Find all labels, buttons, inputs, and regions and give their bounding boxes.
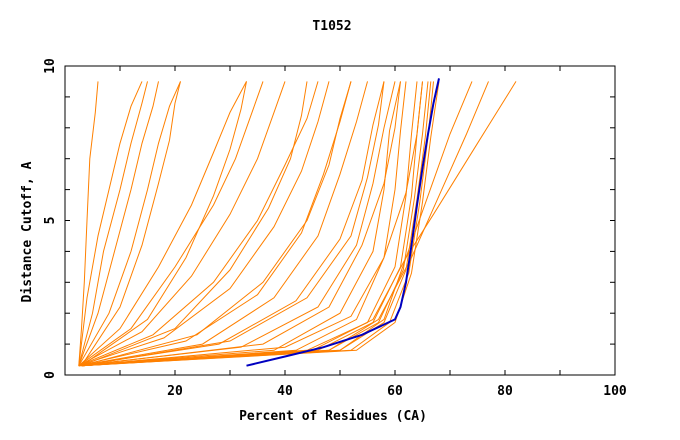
x-tick-label: 60: [387, 384, 403, 399]
y-tick-label: 5: [43, 217, 58, 225]
series-line-27: [81, 81, 385, 367]
x-tick-label: 20: [167, 384, 183, 399]
series-line-1: [78, 81, 143, 366]
plot-frame: [64, 65, 616, 376]
y-axis-label: Distance Cutoff, A: [20, 161, 35, 302]
series-line-24: [81, 81, 517, 367]
x-axis-label: Percent of Residues (CA): [239, 409, 427, 424]
series-line-6: [78, 81, 264, 367]
x-tick-label: 100: [603, 384, 627, 399]
series-line-20: [81, 81, 434, 367]
series-line-4: [78, 81, 181, 366]
series-line-30: [81, 81, 247, 367]
series-line-15: [78, 81, 407, 367]
chart-title: T1052: [312, 19, 351, 34]
series-line-12: [78, 81, 385, 367]
ticks-layer: 20 40 60 80 100 0 5 10: [43, 58, 627, 399]
series-line-10: [78, 81, 352, 367]
series-line-17: [81, 81, 423, 367]
y-tick-label: 10: [43, 58, 58, 74]
series-line-14: [78, 81, 401, 367]
series-line-28: [81, 81, 352, 367]
series-line-21: [81, 81, 440, 367]
series-line-25: [81, 81, 423, 367]
series-line-23: [81, 81, 489, 367]
series-line-29: [81, 81, 308, 367]
series-line-3: [78, 81, 159, 366]
series-line-9: [78, 81, 330, 367]
series-line-11: [78, 81, 368, 367]
series-line-8: [78, 81, 319, 367]
series-line-0: [78, 81, 99, 366]
series-line-7: [78, 81, 286, 367]
series-layer: [78, 78, 517, 367]
x-tick-label: 40: [277, 384, 293, 399]
series-line-31: [81, 81, 181, 366]
x-tick-label: 80: [497, 384, 513, 399]
series-line-5: [78, 81, 247, 367]
series-line-26: [81, 81, 401, 367]
highlight-series-line: [246, 78, 440, 367]
y-tick-label: 0: [43, 371, 58, 379]
series-line-2: [78, 81, 148, 366]
